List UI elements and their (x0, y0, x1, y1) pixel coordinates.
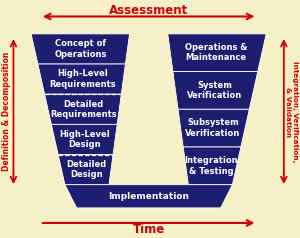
Polygon shape (109, 34, 188, 185)
Text: Detailed
Requirements: Detailed Requirements (50, 99, 117, 119)
Text: Integration
& Testing: Integration & Testing (184, 156, 238, 176)
Text: Integration, Verification,
& Validation: Integration, Verification, & Validation (285, 61, 298, 162)
Polygon shape (51, 124, 117, 154)
Polygon shape (65, 185, 232, 208)
Text: Definition & Decomposition: Definition & Decomposition (2, 52, 11, 171)
Text: Detailed
Design: Detailed Design (66, 160, 106, 179)
Text: Assessment: Assessment (109, 4, 188, 17)
Polygon shape (45, 94, 121, 124)
Polygon shape (31, 34, 130, 64)
Polygon shape (178, 109, 249, 147)
Text: High-Level
Requirements: High-Level Requirements (49, 69, 116, 89)
Text: Concept of
Operations: Concept of Operations (55, 39, 107, 59)
Polygon shape (173, 72, 258, 109)
Polygon shape (183, 147, 241, 185)
Text: Operations &
Maintenance: Operations & Maintenance (185, 43, 248, 62)
Polygon shape (38, 64, 125, 94)
Text: Subsystem
Verification: Subsystem Verification (185, 119, 241, 138)
Text: High-Level
Design: High-Level Design (60, 130, 110, 149)
Text: Implementation: Implementation (108, 192, 189, 201)
Polygon shape (168, 34, 266, 72)
Text: System
Verification: System Verification (187, 81, 242, 100)
Polygon shape (58, 154, 113, 185)
Text: Time: Time (133, 223, 165, 236)
